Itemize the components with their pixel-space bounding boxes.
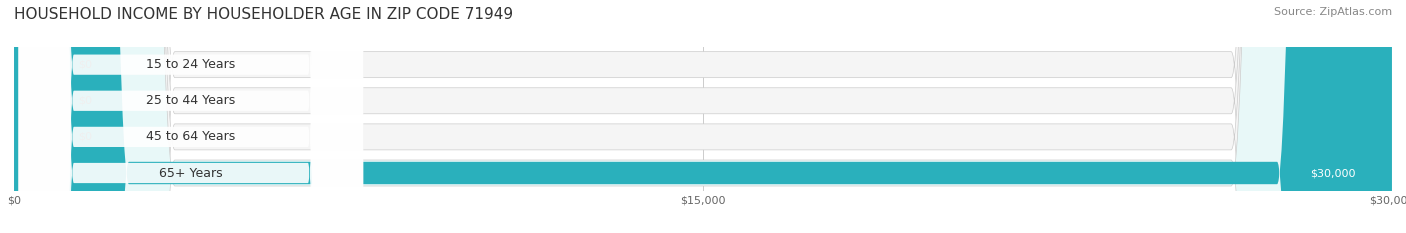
Text: HOUSEHOLD INCOME BY HOUSEHOLDER AGE IN ZIP CODE 71949: HOUSEHOLD INCOME BY HOUSEHOLDER AGE IN Z… [14, 7, 513, 22]
FancyBboxPatch shape [14, 0, 1392, 233]
Text: 45 to 64 Years: 45 to 64 Years [146, 130, 236, 143]
FancyBboxPatch shape [14, 0, 1392, 233]
Text: 65+ Years: 65+ Years [159, 167, 222, 179]
FancyBboxPatch shape [14, 0, 1392, 233]
FancyBboxPatch shape [14, 0, 1392, 233]
Text: 25 to 44 Years: 25 to 44 Years [146, 94, 236, 107]
FancyBboxPatch shape [18, 0, 363, 233]
Text: $0: $0 [79, 96, 93, 106]
Text: $0: $0 [79, 60, 93, 70]
Text: Source: ZipAtlas.com: Source: ZipAtlas.com [1274, 7, 1392, 17]
FancyBboxPatch shape [14, 0, 69, 233]
FancyBboxPatch shape [14, 0, 69, 233]
FancyBboxPatch shape [18, 0, 363, 233]
FancyBboxPatch shape [18, 0, 363, 233]
FancyBboxPatch shape [14, 0, 69, 233]
Text: $0: $0 [79, 132, 93, 142]
Text: $30,000: $30,000 [1310, 168, 1355, 178]
FancyBboxPatch shape [14, 0, 1392, 233]
FancyBboxPatch shape [18, 0, 363, 233]
Text: 15 to 24 Years: 15 to 24 Years [146, 58, 236, 71]
